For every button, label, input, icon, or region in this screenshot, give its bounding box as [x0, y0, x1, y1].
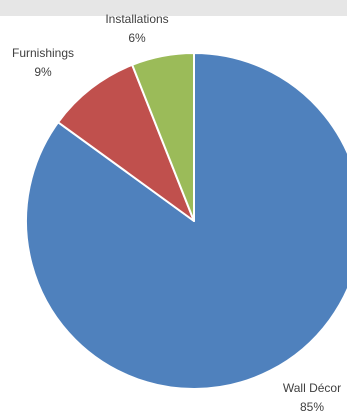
pie-slice-wall-d-cor [25, 52, 347, 390]
label-pct-wall-decor: 85% [300, 400, 324, 414]
pie-slices [25, 52, 347, 390]
pie-slice-furnishings [57, 63, 195, 222]
pie-labels: Installations 6% Furnishings 9% Wall Déc… [12, 12, 341, 414]
label-name-wall-decor: Wall Décor [283, 381, 341, 395]
pie-slice-installations [131, 52, 195, 222]
label-name-installations: Installations [105, 12, 168, 26]
label-name-furnishings: Furnishings [12, 46, 74, 60]
top-bar [0, 0, 347, 16]
label-pct-installations: 6% [128, 31, 146, 45]
label-pct-furnishings: 9% [34, 65, 52, 79]
